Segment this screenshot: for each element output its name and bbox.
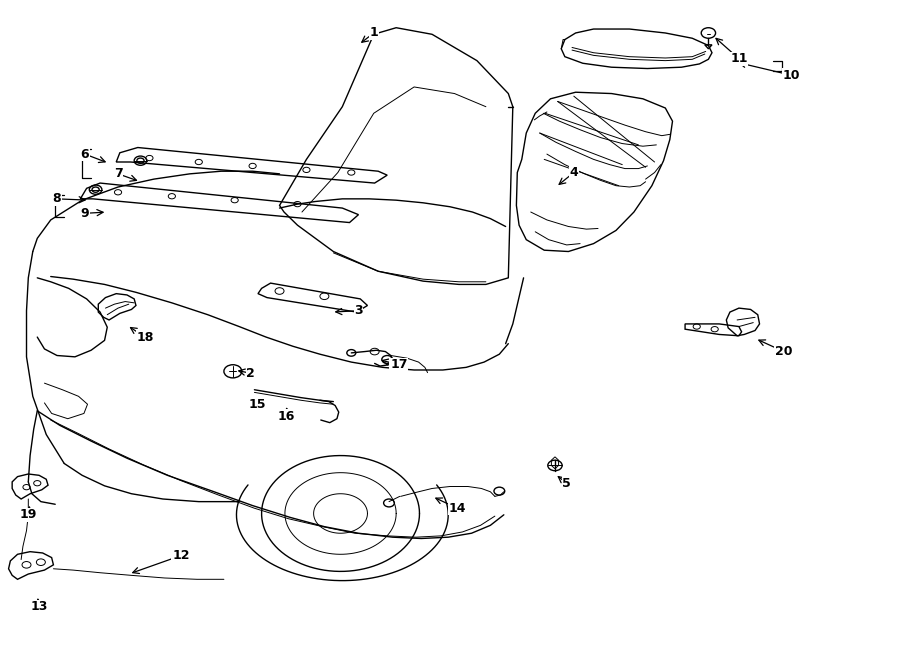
Text: 8: 8 — [53, 192, 61, 206]
Text: 16: 16 — [278, 410, 295, 422]
Text: 18: 18 — [136, 330, 154, 344]
Text: 10: 10 — [782, 69, 800, 81]
Text: 1: 1 — [369, 26, 378, 40]
Text: 5: 5 — [562, 477, 571, 490]
Text: 15: 15 — [248, 398, 266, 410]
Text: 9: 9 — [80, 207, 89, 220]
Text: 7: 7 — [113, 167, 122, 180]
Text: 14: 14 — [448, 502, 466, 515]
Text: 11: 11 — [730, 52, 748, 65]
Text: 6: 6 — [80, 147, 89, 161]
Text: 2: 2 — [247, 367, 256, 380]
Text: 12: 12 — [172, 549, 190, 562]
Text: 13: 13 — [31, 600, 48, 613]
Text: 19: 19 — [20, 508, 37, 522]
Text: 3: 3 — [355, 304, 363, 317]
Text: 20: 20 — [775, 345, 793, 358]
Text: 4: 4 — [570, 166, 578, 179]
Text: 17: 17 — [390, 358, 408, 371]
